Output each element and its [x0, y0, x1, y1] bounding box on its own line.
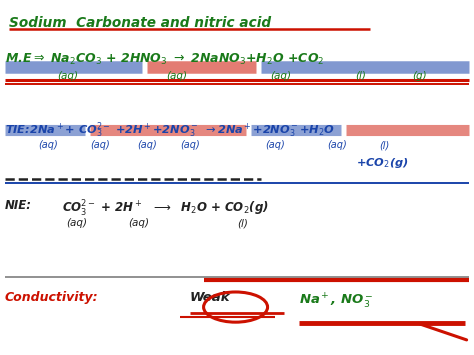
Text: (l): (l) — [356, 71, 366, 81]
Text: (l): (l) — [237, 218, 248, 228]
Text: CO$_3^{2-}$ + 2H$^+$  $\longrightarrow$  H$_2$O + CO$_2$(g): CO$_3^{2-}$ + 2H$^+$ $\longrightarrow$ H… — [62, 199, 268, 219]
Text: (aq): (aq) — [180, 140, 200, 150]
Text: NIE:: NIE: — [5, 199, 32, 212]
Text: (aq): (aq) — [57, 71, 78, 81]
Text: (l): (l) — [379, 140, 390, 150]
Text: M.E$\Rightarrow$ Na$_2$CO$_3$ + 2HNO$_3$ $\rightarrow$ 2NaNO$_3$+H$_2$O +CO$_2$: M.E$\Rightarrow$ Na$_2$CO$_3$ + 2HNO$_3$… — [5, 51, 324, 67]
Text: Weak: Weak — [190, 291, 230, 304]
Text: (g): (g) — [412, 71, 427, 81]
Text: (aq): (aq) — [38, 140, 58, 150]
Text: (aq): (aq) — [166, 71, 187, 81]
Text: Conductivity:: Conductivity: — [5, 291, 99, 304]
Text: (aq): (aq) — [90, 140, 110, 150]
Text: (aq): (aq) — [270, 71, 291, 81]
Text: (aq): (aq) — [327, 140, 347, 150]
Text: Na$^+$, NO$_3^-$: Na$^+$, NO$_3^-$ — [299, 291, 373, 310]
Text: (aq): (aq) — [66, 218, 87, 228]
Text: (aq): (aq) — [137, 140, 157, 150]
Text: Sodium  Carbonate and nitric acid: Sodium Carbonate and nitric acid — [9, 16, 272, 30]
Text: (aq): (aq) — [265, 140, 285, 150]
Text: TIE:2Na$^+$+ CO$_3^{2-}$ +2H$^+$+2NO$_3^-$ $\rightarrow$2Na$^+$+2NO$_3^-$+H$_2$O: TIE:2Na$^+$+ CO$_3^{2-}$ +2H$^+$+2NO$_3^… — [5, 121, 335, 140]
Text: +CO$_2$(g): +CO$_2$(g) — [356, 156, 408, 170]
Text: (aq): (aq) — [128, 218, 149, 228]
